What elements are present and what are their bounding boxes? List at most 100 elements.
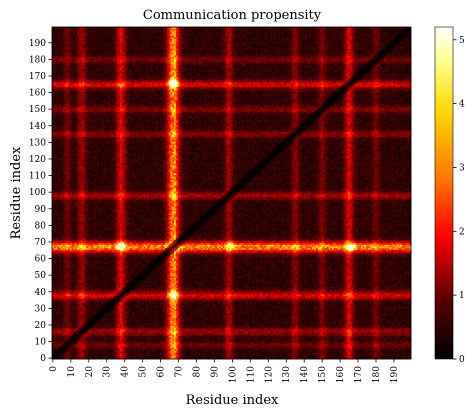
heatmap-cell [89,345,92,348]
heatmap-cell [357,345,360,348]
heatmap-cell [238,350,241,353]
heatmap-cell [208,344,211,347]
heatmap-cell [283,342,286,345]
heatmap-cell [376,357,379,360]
heatmap-cell [272,340,275,343]
heatmap-cell [105,355,108,358]
heatmap-cell [113,340,116,343]
heatmap-cell [220,352,223,355]
heatmap-cell [78,354,82,356]
heatmap-cell [139,345,143,348]
heatmap-cell [213,350,216,353]
heatmap-cell [136,349,139,351]
heatmap-cell [87,344,90,347]
heatmap-cell [310,349,313,351]
heatmap-cell [296,344,299,347]
heatmap-cell [405,347,408,350]
heatmap-cell [168,354,171,356]
heatmap-cell [235,344,238,347]
heatmap-cell [59,355,62,358]
heatmap-cell [109,352,112,355]
heatmap-cell [407,352,410,355]
heatmap-cell [254,354,257,356]
heatmap-cell [159,347,162,350]
heatmap-cell [285,347,288,350]
heatmap-cell [82,355,85,358]
heatmap-cell [238,355,241,358]
heatmap-cell [134,340,137,343]
heatmap-cell [407,347,410,350]
heatmap-cell [303,342,306,345]
heatmap-cell [349,354,353,356]
heatmap-cell [341,347,344,350]
heatmap-cell [249,352,252,355]
heatmap-cell [139,342,143,345]
heatmap-cell [125,355,128,358]
heatmap-cell [346,352,349,355]
heatmap-cell [387,347,390,350]
heatmap-cell [290,354,293,356]
heatmap-cell [351,345,354,348]
heatmap-cell [355,357,358,360]
heatmap-cell [253,340,256,343]
heatmap-cell [267,347,270,350]
heatmap-cell [265,354,268,356]
heatmap-cell [321,357,324,360]
heatmap-cell [183,342,186,345]
heatmap-cell [238,344,241,347]
heatmap-cell [138,340,141,343]
heatmap-cell [371,349,374,351]
heatmap-cell [344,357,347,360]
heatmap-cell [303,352,306,355]
heatmap-cell [172,342,175,345]
heatmap-cell [152,340,155,343]
heatmap-cell [249,354,252,356]
heatmap-cell [213,349,216,351]
heatmap-cell [118,357,121,360]
heatmap-cell [177,352,180,355]
heatmap-cell [217,350,220,353]
heatmap-cell [204,342,207,345]
heatmap-cell [66,352,69,355]
heatmap-cell [235,355,238,358]
heatmap-cell [102,340,105,343]
heatmap-cell [328,349,331,351]
heatmap-cell [192,347,195,350]
heatmap-cell [245,355,248,358]
heatmap-cell [118,354,121,356]
heatmap-cell [357,354,360,356]
heatmap-cell [332,355,335,358]
heatmap-cell [165,357,168,360]
heatmap-cell [398,347,401,350]
heatmap-cell [330,344,333,347]
heatmap-cell [394,357,397,360]
heatmap-cell [362,352,365,355]
heatmap-cell [66,347,69,350]
heatmap-cell [147,349,150,351]
heatmap-cell [120,347,123,350]
heatmap-cell [335,347,338,350]
heatmap-cell [222,349,225,351]
heatmap-cell [179,349,182,351]
heatmap-cell [315,352,318,355]
heatmap-cell [147,354,150,356]
heatmap-cell [123,352,126,355]
heatmap-cell [315,347,318,350]
heatmap-cell [125,345,128,348]
heatmap-cell [184,349,187,351]
heatmap-cell [265,352,268,355]
heatmap-cell [317,354,320,356]
heatmap-cell [113,355,116,358]
heatmap-cell [263,352,266,355]
heatmap-cell [197,345,200,348]
heatmap-cell [96,354,99,356]
heatmap-cell [344,349,347,351]
heatmap-cell [310,355,313,358]
heatmap-cell [91,357,94,360]
heatmap-cell [305,349,308,351]
heatmap-cell [258,345,261,348]
heatmap-cell [238,340,241,343]
heatmap-cell [163,349,166,351]
heatmap-cell [80,354,83,356]
